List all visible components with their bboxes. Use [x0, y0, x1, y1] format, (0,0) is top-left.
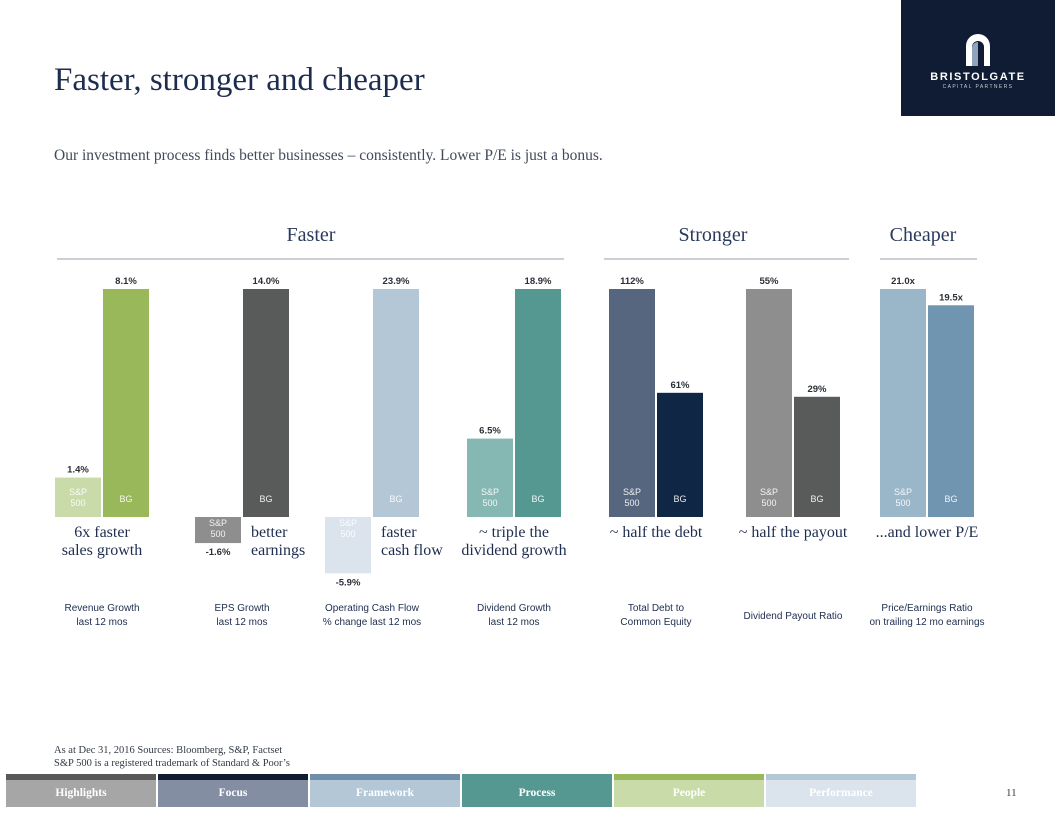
bar-bg [928, 305, 974, 517]
panel-caption: ~ half the debt [610, 524, 703, 541]
category-label: Dividend Payout Ratio [744, 611, 843, 622]
category-label: Total Debt to Common Equity [620, 603, 691, 628]
bar-series-label: S&P 500 [481, 487, 499, 508]
bar-sp500 [195, 517, 241, 544]
nav-tab-label: Performance [766, 780, 916, 807]
company-logo: BRISTOLGATE CAPITAL PARTNERS [901, 0, 1055, 116]
category-label: EPS Growth last 12 mos [214, 603, 269, 628]
data-label: -1.6% [206, 547, 231, 558]
bar-series-label: BG [531, 494, 544, 504]
nav-tab-strip [6, 774, 156, 780]
bar-series-label: BG [944, 494, 957, 504]
bar-sp500 [609, 289, 655, 517]
data-label: 55% [759, 276, 779, 287]
nav-tab-strip [614, 774, 764, 780]
nav-tab-strip [158, 774, 308, 780]
panel-caption: ...and lower P/E [876, 524, 979, 541]
section-header-cheaper: Cheaper [890, 224, 957, 246]
nav-tab-strip [462, 774, 612, 780]
nav-tab-process[interactable]: Process [462, 774, 612, 808]
slide-title: Faster, stronger and cheaper [54, 62, 425, 98]
bar-bg [103, 289, 149, 517]
nav-tab-label: Framework [310, 780, 460, 807]
bar-bg [794, 396, 840, 517]
panel-caption: faster cash flow [381, 524, 443, 559]
footnote: As at Dec 31, 2016 Sources: Bloomberg, S… [54, 744, 290, 770]
footnote-line-1: As at Dec 31, 2016 Sources: Bloomberg, S… [54, 745, 283, 756]
bar-series-label: S&P 500 [760, 487, 778, 508]
bar-bg [515, 289, 561, 517]
section-header-stronger: Stronger [679, 224, 748, 246]
category-label: Dividend Growth last 12 mos [477, 603, 551, 628]
nav-tab-label: Highlights [6, 780, 156, 807]
page-number: 11 [1006, 787, 1017, 799]
category-label: Operating Cash Flow% change last 12 mos [323, 603, 421, 628]
panel-caption: ~ half the payout [739, 524, 848, 541]
data-label: 29% [807, 384, 827, 395]
data-label: 61% [670, 380, 690, 391]
data-label: 23.9% [383, 276, 410, 287]
data-label: -5.9% [336, 577, 361, 588]
data-label: 21.0x [891, 276, 915, 287]
data-label: 18.9% [525, 276, 552, 287]
bar-series-label: S&P 500 [69, 487, 87, 508]
nav-tab-label: Focus [158, 780, 308, 807]
nav-tab-label: People [614, 780, 764, 807]
data-label: 112% [620, 276, 644, 287]
logo-name: BRISTOLGATE [930, 71, 1026, 83]
category-label: Revenue Growth last 12 mos [64, 603, 139, 628]
bar-series-label: S&P 500 [894, 487, 912, 508]
arch-icon [966, 34, 990, 66]
nav-tab-people[interactable]: People [614, 774, 764, 808]
data-label: 19.5x [939, 292, 963, 303]
nav-tab-highlights[interactable]: Highlights [6, 774, 156, 808]
nav-tab-performance[interactable]: Performance [766, 774, 916, 808]
bar-series-label: S&P 500 [209, 518, 227, 539]
nav-tab-strip [310, 774, 460, 780]
bar-bg [657, 392, 703, 517]
bar-bg [243, 289, 289, 517]
bar-series-label: S&P 500 [339, 518, 357, 539]
bar-series-label: S&P 500 [623, 487, 641, 508]
bar-sp500 [880, 289, 926, 517]
section-header-faster: Faster [287, 224, 336, 246]
data-label: 14.0% [253, 276, 280, 287]
data-label: 6.5% [479, 426, 501, 437]
data-label: 1.4% [67, 465, 89, 476]
panel-caption: ~ triple the dividend growth [461, 524, 566, 559]
panel-caption: better earnings [251, 524, 305, 559]
nav-tab-label: Process [462, 780, 612, 807]
bar-sp500 [467, 438, 513, 517]
comparison-chart: Faster Stronger Cheaper 1.4% S&P 500 8.1% BG 6x … [55, 224, 985, 628]
footnote-line-2: S&P 500 is a registered trademark of Sta… [54, 758, 290, 769]
logo-tagline: CAPITAL PARTNERS [942, 84, 1014, 90]
bar-sp500 [325, 517, 371, 574]
bar-bg [373, 289, 419, 517]
category-label: Price/Earnings Ratio on trailing 12 mo ea… [869, 603, 984, 628]
slide-subtitle: Our investment process finds better busi… [54, 147, 603, 164]
nav-tab-framework[interactable]: Framework [310, 774, 460, 808]
nav-tab-strip [766, 774, 916, 780]
bar-series-label: BG [673, 494, 686, 504]
bar-sp500 [746, 289, 792, 517]
panel-caption: 6x faster sales growth [62, 524, 142, 559]
bar-series-label: BG [119, 494, 132, 504]
bar-series-label: BG [389, 494, 402, 504]
data-label: 8.1% [115, 276, 137, 287]
bar-sp500 [55, 477, 101, 517]
bar-series-label: BG [810, 494, 823, 504]
nav-tab-focus[interactable]: Focus [158, 774, 308, 808]
bar-series-label: BG [259, 494, 272, 504]
